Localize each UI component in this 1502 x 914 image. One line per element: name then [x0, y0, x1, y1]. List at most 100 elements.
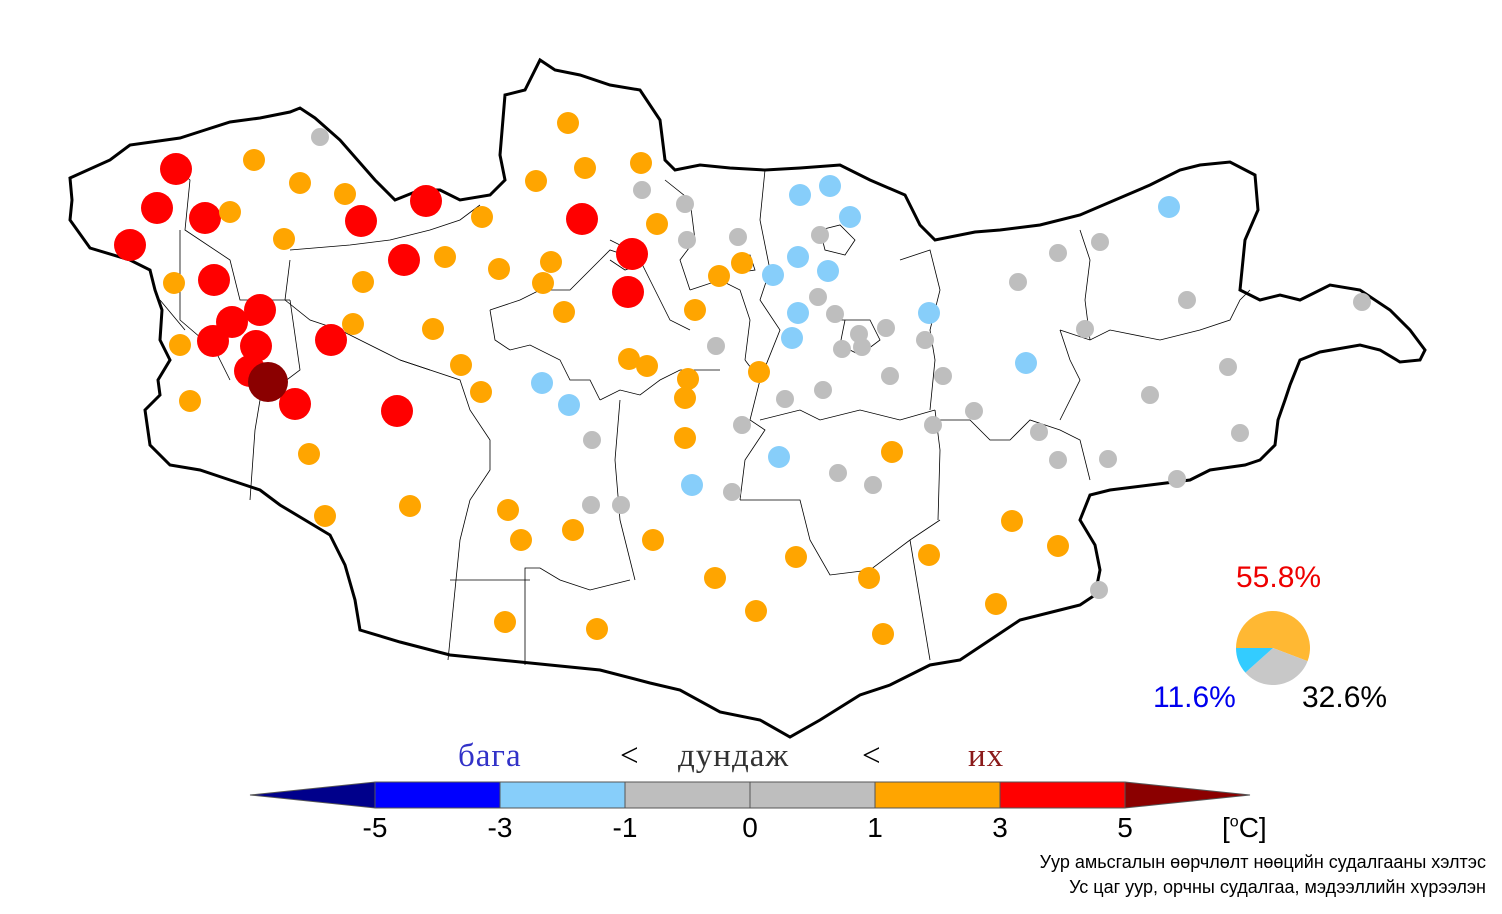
station-dot	[762, 264, 784, 286]
station-dot	[160, 153, 192, 185]
legend-swatch	[374, 781, 501, 809]
station-dot	[881, 367, 899, 385]
legend-swatch	[999, 781, 1126, 809]
credit-line-2: Ус цаг уур, орчны судалгаа, мэдээллийн х…	[1069, 877, 1486, 897]
station-dot	[918, 544, 940, 566]
station-dot	[510, 529, 532, 551]
legend-unit-label: [oC]	[1222, 812, 1267, 843]
station-dot	[1091, 233, 1109, 251]
station-dot	[1049, 451, 1067, 469]
station-dot	[525, 170, 547, 192]
station-dot	[748, 361, 770, 383]
station-dot	[733, 416, 751, 434]
country-outline	[68, 57, 1427, 739]
station-dot	[708, 265, 730, 287]
station-dot	[422, 318, 444, 340]
station-dot	[1168, 470, 1186, 488]
station-dot	[342, 313, 364, 335]
station-dot	[918, 302, 940, 324]
station-dot	[819, 175, 841, 197]
station-dot	[450, 354, 472, 376]
station-dot	[768, 446, 790, 468]
station-dot	[612, 496, 630, 514]
station-dot	[704, 567, 726, 589]
station-dot	[1231, 424, 1249, 442]
station-dot	[532, 272, 554, 294]
station-dot	[814, 381, 832, 399]
legend-tick-label: 3	[992, 812, 1008, 843]
station-dot	[399, 495, 421, 517]
station-dot	[169, 334, 191, 356]
station-dot	[540, 251, 562, 273]
station-dot	[434, 246, 456, 268]
station-dot	[684, 299, 706, 321]
legend-tick-label: 0	[742, 812, 758, 843]
station-dot	[315, 324, 347, 356]
station-dot	[566, 203, 598, 235]
station-dot	[789, 184, 811, 206]
station-dot	[1076, 320, 1094, 338]
station-dot	[1099, 450, 1117, 468]
station-dot	[853, 338, 871, 356]
pie-slice-normal	[1245, 648, 1308, 686]
station-dot	[811, 226, 829, 244]
station-dot	[189, 202, 221, 234]
legend-tick-label: -3	[487, 812, 513, 843]
station-dot	[583, 431, 601, 449]
station-dot	[488, 258, 510, 280]
pie-below-label: 11.6%	[1153, 681, 1236, 714]
station-dot	[558, 394, 580, 416]
station-dot	[787, 302, 809, 324]
station-dot	[817, 260, 839, 282]
station-dot	[388, 244, 420, 276]
station-dot	[179, 390, 201, 412]
station-dot	[785, 546, 807, 568]
station-dot	[163, 272, 185, 294]
legend-separator-1: <	[620, 738, 640, 774]
station-dot	[636, 355, 658, 377]
station-dot	[494, 611, 516, 633]
station-dot	[273, 228, 295, 250]
station-dot	[676, 195, 694, 213]
legend-swatch	[499, 781, 626, 809]
station-dot	[248, 362, 288, 402]
station-dot	[553, 301, 575, 323]
station-dot	[1030, 423, 1048, 441]
station-dot	[809, 288, 827, 306]
station-dot	[787, 246, 809, 268]
legend-swatch	[749, 781, 876, 809]
legend-tick-label: -5	[362, 812, 388, 843]
station-dot	[839, 206, 861, 228]
color-scale-bar	[249, 781, 1251, 809]
station-dot	[745, 600, 767, 622]
station-dot	[562, 519, 584, 541]
station-dot	[965, 402, 983, 420]
station-dot	[677, 368, 699, 390]
station-dot	[1001, 510, 1023, 532]
station-dot	[781, 327, 803, 349]
station-dot	[674, 427, 696, 449]
pie-normal-label: 32.6%	[1302, 681, 1388, 714]
station-dot	[776, 390, 794, 408]
station-dot	[1158, 196, 1180, 218]
station-dot	[1178, 291, 1196, 309]
station-dot	[864, 476, 882, 494]
station-dot	[314, 505, 336, 527]
station-dot	[311, 128, 329, 146]
station-dot	[531, 372, 553, 394]
station-dot	[198, 264, 230, 296]
station-dot	[934, 367, 952, 385]
station-dot	[219, 201, 241, 223]
station-dot	[612, 276, 644, 308]
pie-above-label: 55.8%	[1236, 561, 1322, 594]
station-dot	[924, 416, 942, 434]
station-dot	[674, 387, 696, 409]
station-dot	[582, 496, 600, 514]
station-dot	[471, 206, 493, 228]
legend-tick-label: 5	[1117, 812, 1133, 843]
station-dot	[729, 228, 747, 246]
station-dot	[141, 192, 173, 224]
station-dot	[829, 464, 847, 482]
station-dot	[723, 483, 741, 501]
